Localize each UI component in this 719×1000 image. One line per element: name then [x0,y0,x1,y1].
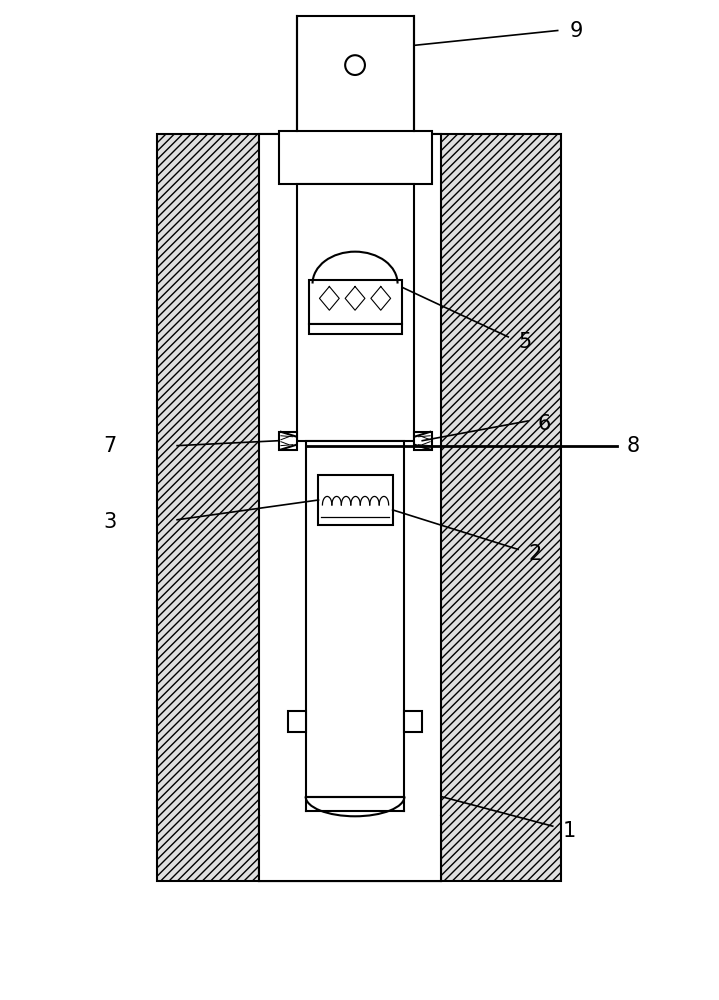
Polygon shape [345,287,365,310]
Bar [288,711,306,732]
Bar [306,441,405,797]
Bar [259,134,441,881]
Polygon shape [319,287,339,310]
Text: 7: 7 [103,436,116,456]
Text: 1: 1 [563,821,576,841]
Bar [279,131,432,184]
Text: 2: 2 [528,544,541,564]
Bar [297,16,414,134]
Polygon shape [371,287,390,310]
Text: 6: 6 [538,414,551,434]
Bar [157,134,561,881]
Bar [279,432,297,450]
Bar [319,475,393,525]
Bar [259,816,441,881]
Bar [308,280,403,324]
Text: 8: 8 [627,436,640,456]
Bar [308,324,403,334]
Bar [414,432,432,450]
Bar [405,711,422,732]
Text: 5: 5 [518,332,531,352]
Text: 9: 9 [569,21,583,41]
Bar [297,184,414,441]
Text: 3: 3 [103,512,116,532]
